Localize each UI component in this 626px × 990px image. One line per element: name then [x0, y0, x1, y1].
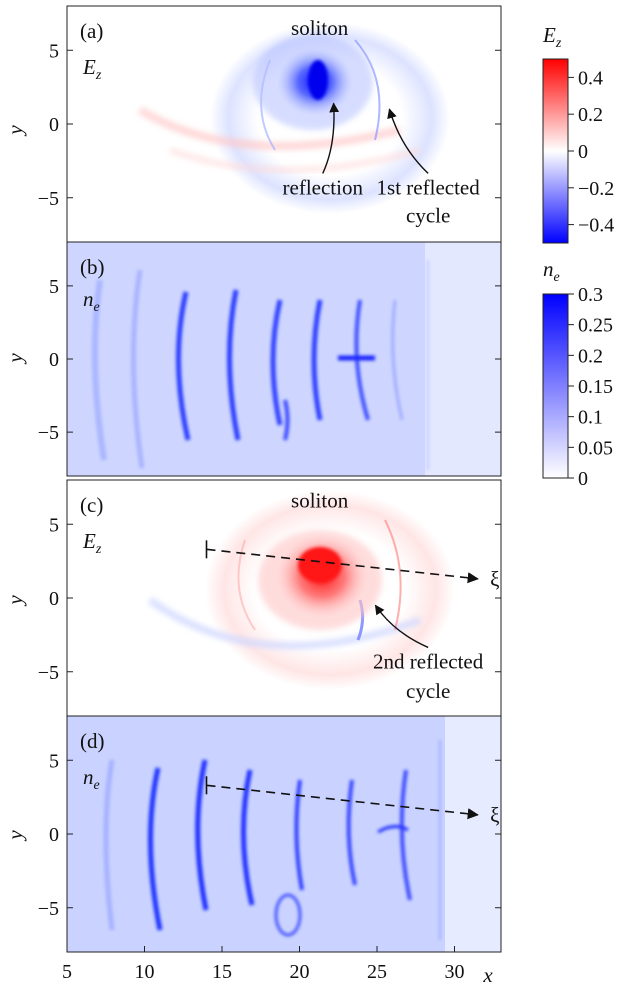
colorbar-ne: ne 0.3 0.25 0.2 0.15 0.1 0.05 0 [542, 257, 613, 490]
annotation-label: ξ [490, 567, 499, 591]
panel-a-ylabel: y [3, 125, 27, 137]
panel-c: 5 0 −5 (c) Ez y soliton 2nd reflected cycle ξ [3, 479, 502, 717]
annotation-label: soliton [291, 489, 349, 513]
ez-c-reflection-arc-blue [147, 597, 422, 650]
panel-c-ylabel: y [3, 595, 27, 607]
y-tick-label: 0 [49, 114, 59, 136]
xi-axis-arrow [206, 548, 479, 584]
colorbar-tick-label: 0 [578, 468, 588, 490]
colorbar-ne-bar [542, 293, 569, 479]
panel-d-field-label: ne [83, 765, 100, 793]
colorbar-tick-label: −0.4 [578, 215, 614, 237]
colorbar-ne-label: ne [543, 257, 560, 285]
panel-b-y-ticks: 5 0 −5 [38, 276, 501, 444]
y-tick-label: 0 [49, 349, 59, 371]
x-tick-label: 30 [445, 961, 465, 983]
colorbar-tick-label: 0.2 [578, 345, 603, 367]
colorbar-ez-label: Ez [542, 23, 562, 51]
panel-a-y-ticks: 5 0 −5 [38, 40, 501, 210]
colorbar-tick-label: 0.4 [578, 67, 603, 89]
y-tick-label: −5 [38, 422, 59, 444]
x-tick-label: 25 [367, 961, 387, 983]
panel-d-label: (d) [80, 729, 105, 753]
ez-c-ring-line [384, 519, 402, 631]
colorbar-tick-label: 0.15 [578, 376, 613, 398]
ez-soliton-core [308, 60, 328, 100]
panel-b-ylabel: y [3, 353, 27, 365]
y-tick-label: −5 [38, 188, 59, 210]
y-tick-label: 5 [49, 276, 59, 298]
ne-wakefield-fronts [91, 260, 429, 470]
y-tick-label: 0 [49, 824, 59, 846]
ez-c-ring-line-2 [237, 539, 256, 631]
panel-a-annotations: soliton reflection 1st reflected cycle [283, 16, 481, 227]
panel-a-field-label: Ez [82, 55, 102, 83]
panel-d-xlabel: x [482, 963, 493, 987]
annotation-arrow [322, 102, 340, 174]
x-tick-label: 20 [290, 961, 310, 983]
y-tick-label: 5 [49, 514, 59, 536]
panel-c-y-ticks: 5 0 −5 [38, 514, 501, 684]
panel-c-field-label: Ez [82, 529, 102, 557]
panel-b-label: (b) [80, 255, 105, 279]
annotation-label: cycle [406, 679, 450, 703]
ez-ring-lines-2 [354, 39, 381, 141]
colorbar-tick-label: 0.05 [578, 437, 613, 459]
annotation-arrow [374, 604, 429, 649]
panel-c-annotations: soliton 2nd reflected cycle ξ [205, 489, 499, 703]
annotation-label: 1st reflected [377, 175, 481, 199]
x-tick-label: 15 [212, 961, 232, 983]
panel-d-x-ticks: 5 10 15 20 25 30 [62, 946, 465, 983]
colorbar-tick-label: 0 [578, 141, 588, 163]
panel-b: 5 0 −5 (b) ne y [3, 241, 502, 477]
colorbar-tick-label: 0.1 [578, 407, 603, 429]
x-tick-label: 5 [62, 961, 72, 983]
colorbar-tick-label: −0.2 [578, 178, 614, 200]
y-tick-label: 5 [49, 40, 59, 62]
ne-d-plasma-right [445, 716, 501, 952]
ne-d-plasma [67, 716, 447, 952]
annotation-label: cycle [406, 203, 450, 227]
panel-c-label: (c) [80, 493, 103, 517]
ez-reflection-arc-red-2 [168, 147, 421, 173]
panel-d-annotations: ξ [205, 776, 499, 827]
y-tick-label: −5 [38, 662, 59, 684]
ez-c-soliton-core [298, 547, 342, 583]
annotation-label: 2nd reflected [373, 649, 484, 673]
colorbar-ez-ticks: 0.4 0.2 0 −0.2 −0.4 [568, 67, 614, 237]
ne-d-wakefield-fronts [103, 740, 441, 940]
xi-axis-arrow [206, 784, 479, 820]
colorbar-tick-label: 0.3 [578, 284, 603, 306]
y-tick-label: −5 [38, 898, 59, 920]
y-tick-label: 0 [49, 588, 59, 610]
colorbar-tick-label: 0.2 [578, 104, 603, 126]
y-tick-label: 5 [49, 750, 59, 772]
colorbar-ez-bar [542, 58, 569, 244]
annotation-label: ξ [490, 803, 499, 827]
colorbar-ez: Ez 0.4 0.2 0 −0.2 −0.4 [542, 23, 614, 244]
annotation-label: reflection [283, 175, 364, 199]
ez-reflection-arc-red [137, 106, 401, 150]
x-tick-label: 10 [135, 961, 155, 983]
panel-d-y-ticks: 5 0 −5 [38, 750, 501, 920]
panel-d: 5 0 −5 5 10 15 20 25 30 (d) ne y x ξ [3, 715, 502, 987]
panel-d-ylabel: y [3, 830, 27, 842]
annotation-label: soliton [291, 16, 349, 40]
panel-a-label: (a) [80, 19, 103, 43]
annotation-arrow [387, 108, 429, 174]
panel-a: 5 0 −5 (a) Ez y soliton reflection 1st refle… [3, 5, 502, 243]
colorbar-tick-label: 0.25 [578, 315, 613, 337]
colorbar-ne-ticks: 0.3 0.25 0.2 0.15 0.1 0.05 0 [568, 284, 613, 490]
panel-b-field-label: ne [83, 287, 100, 315]
ne-plasma-right [425, 242, 501, 476]
